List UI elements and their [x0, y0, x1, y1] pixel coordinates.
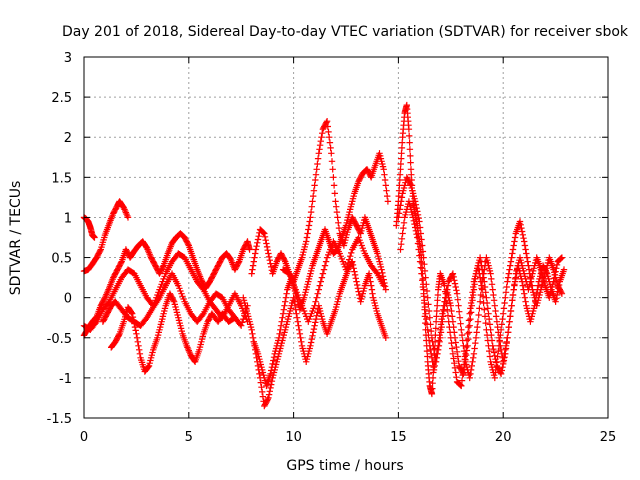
- plot-frame: [83, 56, 609, 419]
- x-tick-label: 10: [285, 430, 302, 445]
- data-marker: [248, 118, 389, 293]
- y-tick-labels: -1.5 -1 -0.5 0 0.5 1 1.5 2 2.5 3: [47, 51, 72, 427]
- x-tick-label: 15: [390, 430, 407, 445]
- y-tick-label: -1.5: [47, 412, 72, 427]
- x-tick-labels: 0 5 10 15 20 25: [80, 430, 616, 445]
- series-arc-8: [248, 118, 389, 293]
- data-marker: [279, 234, 387, 325]
- data-marker: [250, 150, 392, 390]
- y-tick-label: -0.5: [47, 332, 72, 347]
- series-arc-1: [80, 214, 98, 241]
- y-tick-label: 3: [64, 51, 72, 66]
- series-arc-9: [250, 150, 392, 390]
- y-tick-label: 1: [64, 211, 72, 226]
- series-arc-10: [279, 234, 387, 325]
- chart-title: Day 201 of 2018, Sidereal Day-to-day VTE…: [62, 24, 629, 40]
- plot-points: [80, 101, 568, 410]
- y-axis-label: SDTVAR / TECUs: [8, 181, 24, 296]
- series-arc-13: [397, 198, 568, 378]
- x-tick-label: 0: [80, 430, 88, 445]
- x-tick-label: 5: [185, 430, 193, 445]
- x-tick-label: 20: [495, 430, 512, 445]
- y-tick-label: 2: [64, 131, 72, 146]
- y-tick-label: -1: [59, 372, 72, 387]
- series-arc-6: [99, 270, 239, 329]
- y-tick-label: 2.5: [51, 91, 72, 106]
- x-axis-label: GPS time / hours: [286, 458, 403, 474]
- data-marker: [99, 270, 239, 329]
- data-marker: [240, 258, 389, 410]
- data-marker: [80, 214, 98, 241]
- y-tick-label: 0.5: [51, 252, 72, 267]
- x-tick-label: 25: [600, 430, 617, 445]
- y-tick-label: 1.5: [51, 171, 72, 186]
- data-marker: [397, 198, 568, 378]
- y-tick-label: 0: [64, 292, 72, 307]
- series-arc-7: [240, 258, 389, 410]
- axis-ticks: [83, 56, 609, 419]
